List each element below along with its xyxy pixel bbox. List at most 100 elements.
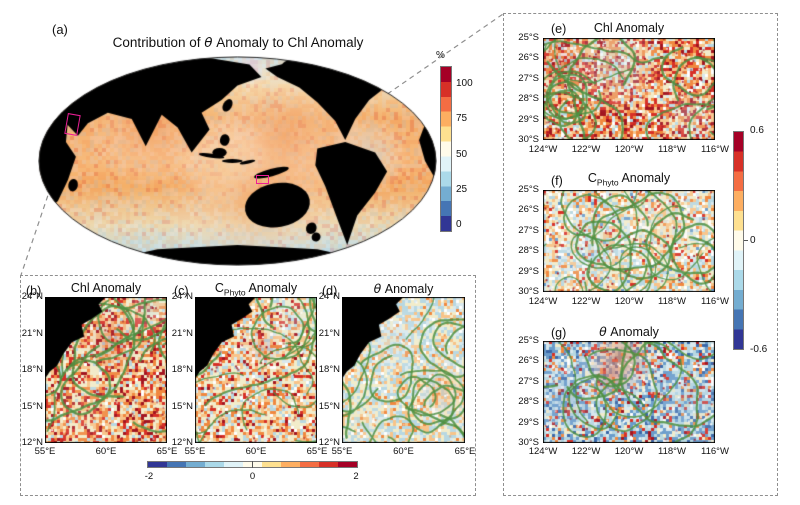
colorbar-right-zero-tick bbox=[744, 240, 748, 241]
colorbar-percent bbox=[440, 66, 452, 232]
panel-f-map-canvas bbox=[543, 190, 715, 292]
tick-label: 12°N bbox=[21, 437, 43, 448]
tick-label: 12°N bbox=[318, 437, 340, 448]
panel-b-title: Chl Anomaly bbox=[70, 281, 142, 295]
tick-label: 26°S bbox=[518, 52, 539, 64]
tick-label: 2 bbox=[353, 471, 359, 482]
tick-label: 30°S bbox=[518, 436, 539, 448]
tick-label: 12°N bbox=[171, 437, 193, 448]
panel-c-label: (c) bbox=[174, 284, 189, 298]
panel-f-title-sub: Phyto bbox=[596, 177, 619, 188]
panel-c-title-rest: Anomaly bbox=[245, 281, 298, 295]
tick-label: 26°S bbox=[518, 204, 539, 216]
tick-label: 29°S bbox=[518, 416, 539, 428]
theta-symbol: θ bbox=[204, 35, 213, 51]
panel-f-title-rest: Anomaly bbox=[618, 171, 671, 185]
tick-label: 116°W bbox=[701, 296, 729, 307]
right-group-box bbox=[503, 13, 778, 496]
panel-a-title-post: Anomaly to Chl Anomaly bbox=[212, 35, 364, 50]
colorbar-percent-unit: % bbox=[436, 50, 445, 61]
tick-label: 60°E bbox=[95, 446, 117, 457]
tick-label: 55°E bbox=[184, 446, 206, 457]
panel-c-map-canvas bbox=[195, 297, 317, 443]
tick-label: 0 bbox=[456, 219, 462, 230]
tick-label: 25°S bbox=[518, 184, 539, 195]
panel-d-title-rest: Anomaly bbox=[381, 282, 434, 296]
panel-d-title-theta: θ bbox=[373, 281, 382, 296]
tick-label: 0 bbox=[249, 471, 256, 482]
tick-label: 120°W bbox=[614, 144, 644, 155]
tick-label: 24°N bbox=[171, 291, 193, 302]
bottom-group-box bbox=[20, 275, 476, 496]
tick-label: 21°N bbox=[21, 327, 43, 339]
tick-label: 55°E bbox=[34, 446, 56, 457]
tick-label: 122°W bbox=[571, 144, 601, 155]
tick-label: 75 bbox=[456, 113, 468, 125]
tick-label: 24°N bbox=[318, 291, 340, 302]
tick-label: 18°N bbox=[318, 364, 340, 375]
tick-label: 120°W bbox=[614, 296, 644, 307]
panel-c-yticks: 24°N 21°N 18°N 15°N 12°N bbox=[166, 291, 193, 449]
tick-label: 18°N bbox=[171, 364, 193, 375]
panel-b-label: (b) bbox=[26, 284, 42, 298]
tick-label: 28°S bbox=[518, 93, 539, 105]
tick-label: 15°N bbox=[171, 400, 193, 412]
tick-label: 60°E bbox=[245, 446, 267, 457]
tick-label: 27°S bbox=[518, 375, 539, 387]
panel-e-title: Chl Anomaly bbox=[593, 21, 665, 35]
tick-label: 124°W bbox=[528, 144, 558, 155]
tick-label: 118°W bbox=[658, 296, 686, 307]
tick-label: 124°W bbox=[528, 446, 558, 457]
tick-label: 25°S bbox=[518, 335, 539, 346]
panel-e-yticks: 25°S 26°S 27°S 28°S 29°S 30°S bbox=[512, 32, 539, 146]
colorbar-right bbox=[733, 131, 744, 350]
panel-g-xticks: 124°W 122°W 120°W 118°W 116°W bbox=[524, 446, 734, 457]
panel-d-yticks: 24°N 21°N 18°N 15°N 12°N bbox=[313, 291, 340, 449]
panel-e-map-canvas bbox=[543, 38, 715, 140]
tick-label: 65°E bbox=[454, 446, 476, 457]
panel-d-map-canvas bbox=[342, 297, 465, 443]
tick-label: 120°W bbox=[614, 446, 644, 457]
panel-f-yticks: 25°S 26°S 27°S 28°S 29°S 30°S bbox=[512, 184, 539, 298]
panel-c-title-c: C bbox=[214, 281, 224, 295]
panel-b-xticks: 55°E 60°E 65°E bbox=[23, 446, 189, 457]
tick-label: 15°N bbox=[21, 400, 43, 412]
tick-label: 116°W bbox=[701, 144, 729, 155]
colorbar-bottom-ticks: -2 0 2 bbox=[127, 471, 378, 482]
panel-e-xticks: 124°W 122°W 120°W 118°W 116°W bbox=[524, 144, 734, 155]
tick-label: 55°E bbox=[331, 446, 353, 457]
tick-label: 0.6 bbox=[750, 125, 764, 136]
tick-label: 122°W bbox=[571, 296, 601, 307]
panel-g-label: (g) bbox=[551, 326, 567, 340]
tick-label: 18°N bbox=[21, 364, 43, 375]
roi-box-se-pacific bbox=[256, 175, 269, 184]
colorbar-percent-ticks: 100 75 50 25 0 bbox=[456, 78, 482, 231]
tick-label: 29°S bbox=[518, 265, 539, 277]
tick-label: 21°N bbox=[171, 327, 193, 339]
tick-label: 0 bbox=[750, 234, 756, 246]
tick-label: 118°W bbox=[658, 144, 686, 155]
panel-a-title-pre: Contribution of bbox=[112, 35, 205, 50]
tick-label: 25 bbox=[456, 183, 468, 195]
panel-c-title-sub: Phyto bbox=[223, 287, 246, 298]
tick-label: 65°E bbox=[306, 446, 328, 457]
tick-label: 26°S bbox=[518, 355, 539, 367]
tick-label: 30°S bbox=[518, 285, 539, 297]
panel-b-yticks: 24°N 21°N 18°N 15°N 12°N bbox=[16, 291, 43, 449]
tick-label: 30°S bbox=[518, 133, 539, 145]
colorbar-bottom-zero-tick bbox=[252, 461, 253, 468]
tick-label: 27°S bbox=[518, 72, 539, 84]
tick-label: 124°W bbox=[528, 296, 558, 307]
tick-label: -0.6 bbox=[750, 344, 768, 355]
tick-label: -2 bbox=[144, 471, 154, 482]
tick-label: 28°S bbox=[518, 245, 539, 257]
tick-label: 15°N bbox=[318, 400, 340, 412]
panel-c-xticks: 55°E 60°E 65°E bbox=[173, 446, 339, 457]
panel-g-map-canvas bbox=[543, 341, 715, 443]
tick-label: 29°S bbox=[518, 113, 539, 125]
tick-label: 50 bbox=[456, 148, 468, 160]
tick-label: 25°S bbox=[518, 32, 539, 43]
panel-f-label: (f) bbox=[551, 174, 563, 188]
panel-a-title: Contribution of θ Anomaly to Chl Anomaly bbox=[38, 35, 438, 51]
